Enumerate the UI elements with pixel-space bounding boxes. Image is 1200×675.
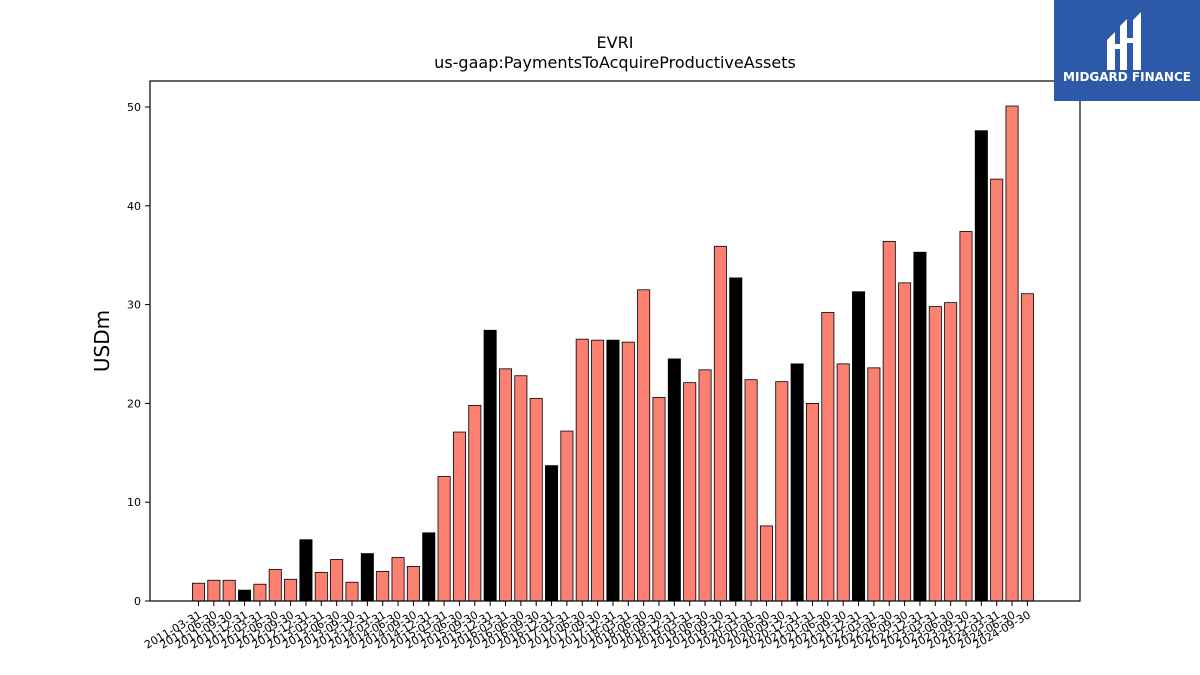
- y-tick-label: 10: [127, 496, 141, 509]
- bar: [852, 291, 866, 602]
- bar: [898, 282, 912, 602]
- x-axis: 2011-03-312011-06-302011-09-302011-12-31…: [142, 601, 1033, 652]
- bar: [560, 430, 574, 602]
- bar: [376, 570, 390, 602]
- bar: [959, 231, 973, 602]
- bar: [729, 277, 743, 602]
- chart-title: EVRI: [597, 33, 634, 52]
- bar: [238, 589, 252, 602]
- bar: [836, 363, 850, 602]
- bar: [483, 329, 497, 602]
- y-axis-label: USDm: [90, 310, 114, 372]
- bar: [1005, 105, 1019, 602]
- chart-subtitle: us-gaap:PaymentsToAcquireProductiveAsset…: [434, 53, 796, 72]
- bar: [514, 375, 528, 602]
- bar: [191, 582, 205, 602]
- bar: [713, 245, 727, 602]
- logo-icon: [1107, 12, 1141, 70]
- bar: [759, 525, 773, 602]
- bar: [207, 579, 221, 602]
- bar: [498, 368, 512, 602]
- bar: [667, 358, 681, 602]
- bar: [867, 367, 881, 602]
- bar: [222, 579, 236, 602]
- bar: [345, 581, 359, 602]
- bar: [406, 566, 420, 602]
- bar: [698, 369, 712, 602]
- y-tick-label: 30: [127, 299, 141, 312]
- bar: [253, 583, 267, 602]
- bar: [529, 398, 543, 602]
- bar: [437, 476, 451, 602]
- y-tick-label: 0: [134, 595, 141, 608]
- bar: [744, 379, 758, 602]
- bar: [790, 363, 804, 602]
- y-tick-label: 40: [127, 200, 141, 213]
- bar: [652, 397, 666, 602]
- bar: [468, 404, 482, 602]
- bar: [314, 571, 328, 602]
- y-tick-label: 50: [127, 101, 141, 114]
- bar: [299, 539, 313, 602]
- bar: [806, 402, 820, 602]
- bar: [330, 559, 344, 602]
- brand-logo: MIDGARD FINANCE: [1054, 0, 1200, 101]
- bar: [913, 251, 927, 602]
- brand-name: MIDGARD FINANCE: [1063, 70, 1191, 84]
- bar: [944, 302, 958, 602]
- bar: [637, 289, 651, 602]
- bar: [452, 431, 466, 602]
- bar: [621, 341, 635, 602]
- bar: [928, 306, 942, 602]
- bar: [606, 339, 620, 602]
- bar: [990, 178, 1004, 602]
- bars-layer: [191, 105, 1034, 602]
- plot-frame: [149, 80, 1081, 602]
- bar: [1020, 293, 1034, 602]
- bar: [821, 312, 835, 602]
- bar: [775, 381, 789, 602]
- bar: [360, 553, 374, 602]
- bar: [575, 338, 589, 602]
- bar: [422, 532, 436, 602]
- bar: [683, 382, 697, 602]
- bar: [268, 568, 282, 602]
- bar: [591, 339, 605, 602]
- bar: [545, 465, 559, 602]
- bar: [882, 240, 896, 602]
- bar: [974, 130, 988, 602]
- bar: [391, 557, 405, 602]
- bar: [284, 578, 298, 602]
- y-axis: 0 10 20 30 40 50: [127, 101, 150, 608]
- y-tick-label: 20: [127, 397, 141, 410]
